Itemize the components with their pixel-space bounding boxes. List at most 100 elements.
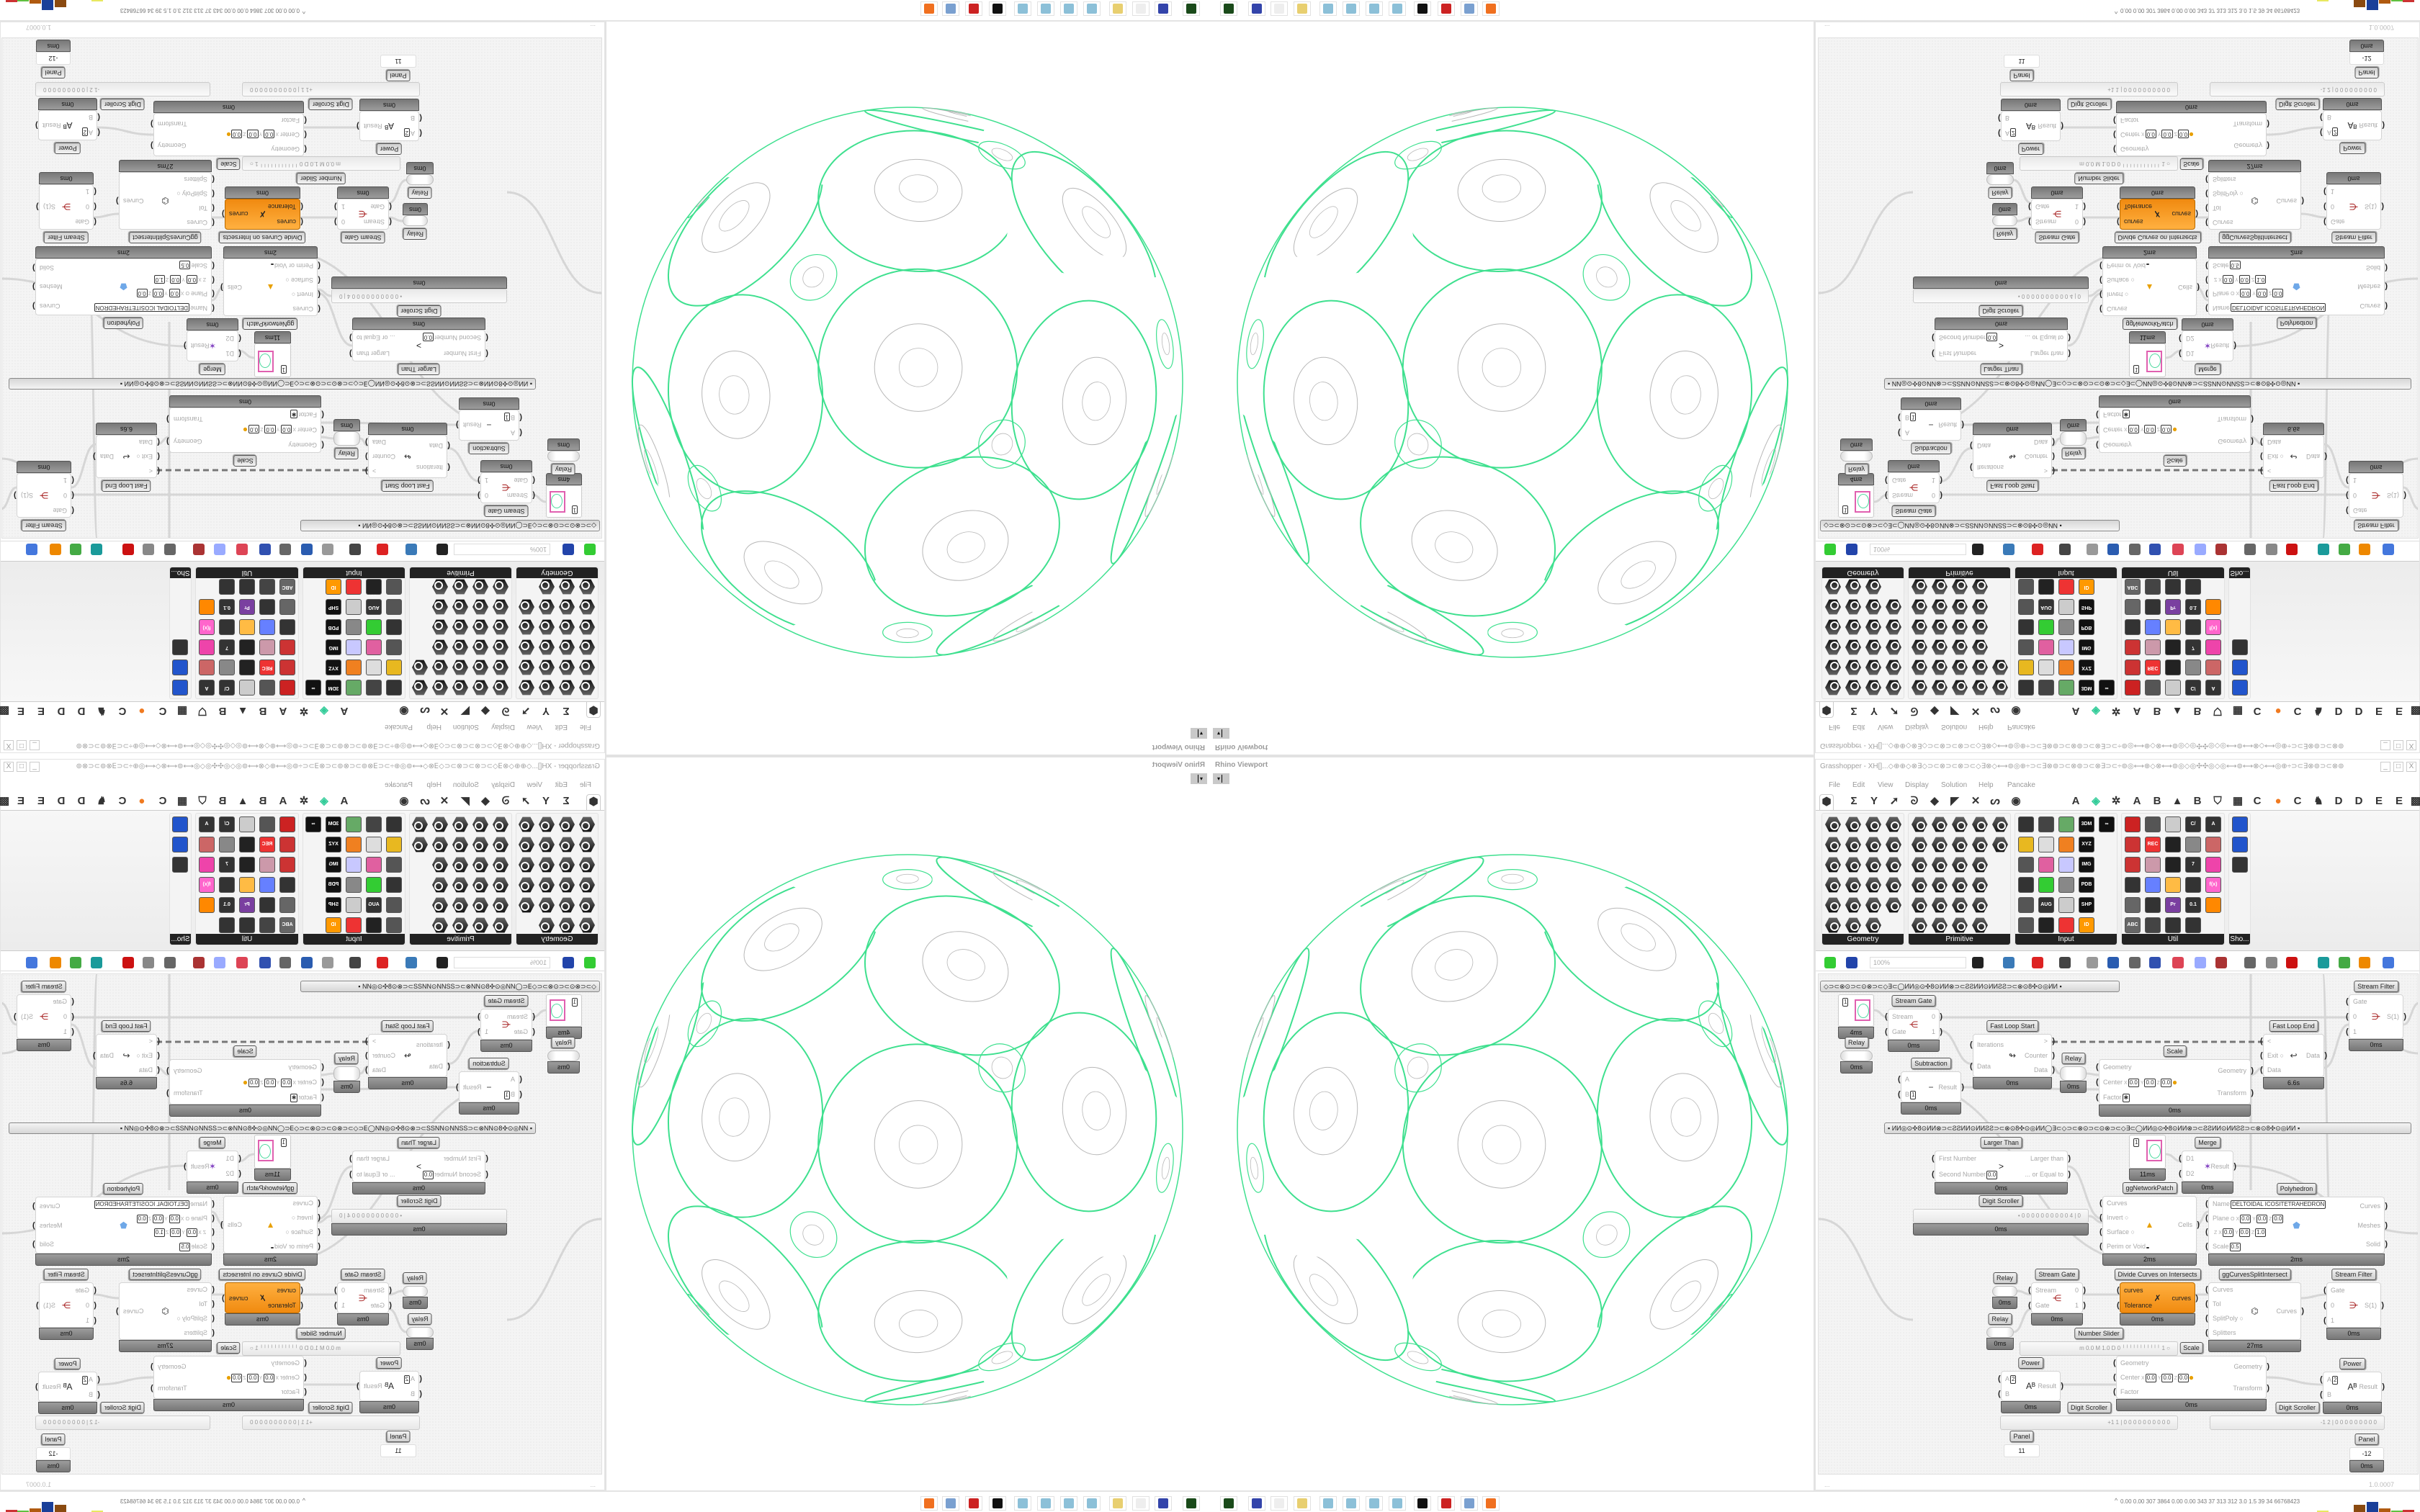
component-icon[interactable] [1972, 857, 1988, 873]
input-port[interactable]: ( [2320, 113, 2323, 122]
digit-scroller-label[interactable]: Digit Scroller [2275, 99, 2320, 110]
s-badge-icon[interactable] [2149, 957, 2161, 968]
more-tabs-tab[interactable]: ▩ [2408, 703, 2420, 718]
output-port[interactable]: ) [2068, 1154, 2071, 1163]
display-eye-tab[interactable]: ◉ [2009, 703, 2023, 718]
component-icon[interactable] [539, 639, 555, 655]
stream-gate-component[interactable]: (Stream(Gate) 0) 1 ⋲ [334, 199, 392, 230]
input-port[interactable]: ( [1898, 413, 1901, 422]
stream-filter-label[interactable]: Stream Filter [2354, 520, 2398, 531]
component-icon[interactable] [1912, 837, 1927, 852]
plugin-a2-tab[interactable]: A [2130, 794, 2144, 809]
grasshopper-canvas[interactable]: ◇⊃⊂⊗⊙⊃⊂⊙⊗⊃⊂◇∃⊂◯ИИ◎⊙✣8⊙ИИ⊗⊃⊂ƧƧИИ⊙ИИƧƧ⊃⊂⊗⊙… [1818, 973, 2419, 1475]
component-icon[interactable] [1912, 897, 1927, 913]
larger-than-label[interactable]: Larger Than [398, 1137, 440, 1148]
component-icon[interactable] [579, 917, 595, 933]
render-blue-icon[interactable] [26, 957, 37, 968]
panel-label[interactable]: Primitive [410, 934, 511, 945]
stream-filter-component[interactable]: (Gate(0(1) S(1) ⋺ [14, 994, 74, 1039]
digit-scroller-label[interactable]: Digit Scroller [1978, 305, 2023, 317]
input-port[interactable]: ( [300, 1285, 303, 1295]
component-icon[interactable] [1845, 897, 1861, 913]
input-value-field[interactable]: 0.0 [281, 425, 292, 434]
input-value-field[interactable] [2146, 264, 2150, 265]
fast-loop-start-label[interactable]: Fast Loop Start [382, 1020, 434, 1032]
plugin-a-tab[interactable]: A [337, 703, 351, 718]
taskbar-button[interactable] [1109, 1, 1126, 16]
relay-component[interactable] [333, 431, 360, 446]
component-icon[interactable] [1865, 877, 1881, 893]
divide-curves-on-intersects-label[interactable]: Divide Curves on Intersects [2114, 232, 2201, 243]
component-icon[interactable]: SHP [2079, 897, 2094, 913]
output-port[interactable]: ) [2267, 141, 2269, 150]
component-icon[interactable] [386, 837, 402, 852]
component-icon[interactable] [1865, 619, 1881, 635]
render-teal-icon[interactable] [91, 957, 102, 968]
component-icon[interactable] [386, 619, 402, 635]
sketch-pen-icon[interactable] [377, 544, 388, 555]
input-value-field[interactable]: 1.0 [2255, 1228, 2267, 1238]
component-icon[interactable] [579, 877, 595, 893]
fast-loop-end-label[interactable]: Fast Loop End [2269, 480, 2318, 492]
wire-display-icon[interactable] [2215, 544, 2227, 555]
component-icon[interactable] [2058, 599, 2074, 615]
zoom-level-field[interactable]: 100% [454, 544, 550, 555]
output-port[interactable]: ) [151, 120, 153, 128]
component-icon[interactable] [432, 837, 448, 852]
input-port[interactable]: ( [212, 1199, 215, 1208]
component-icon[interactable] [452, 619, 468, 635]
digit-scroller-slider[interactable]: -1 2 | 0 0 0 0 0 0 0 0 0 [35, 1416, 210, 1430]
component-icon[interactable] [493, 917, 508, 933]
output-port[interactable]: ) [365, 1037, 368, 1045]
input-port[interactable]: ( [2096, 410, 2099, 420]
component-icon[interactable] [2145, 639, 2161, 655]
component-icon[interactable] [1845, 816, 1861, 832]
component-icon[interactable] [1952, 579, 1968, 595]
rooster-tab[interactable]: ♞ [2311, 794, 2326, 809]
panel-component[interactable]: -12 [36, 52, 71, 65]
component-icon[interactable] [1825, 639, 1841, 655]
component-icon[interactable] [2165, 816, 2181, 832]
component-icon[interactable] [1972, 816, 1988, 832]
input-port[interactable]: ( [2346, 1012, 2349, 1021]
vector-tab[interactable]: ➚ [519, 794, 533, 809]
relay-component[interactable] [1992, 1286, 2017, 1297]
input-port[interactable]: ( [97, 113, 100, 122]
maximize-button[interactable]: □ [2393, 740, 2403, 750]
component-icon[interactable] [559, 816, 575, 832]
wire-display-icon[interactable] [193, 957, 205, 968]
output-port[interactable]: ) [2251, 414, 2254, 423]
component-icon[interactable] [559, 897, 575, 913]
save-file-icon[interactable] [563, 544, 574, 555]
output-port[interactable]: ) [151, 1362, 153, 1371]
component-icon[interactable]: ID [2079, 917, 2094, 933]
output-port[interactable]: ) [2267, 120, 2269, 128]
component-icon[interactable] [199, 857, 215, 873]
output-port[interactable]: ) [32, 301, 35, 310]
relay-label[interactable]: Relay [403, 228, 428, 240]
component-icon[interactable] [259, 897, 275, 913]
input-value-field[interactable]: 2 [81, 1375, 88, 1385]
input-port[interactable]: ( [2323, 217, 2326, 227]
taskbar-button[interactable] [1270, 1496, 1288, 1511]
component-icon[interactable] [2125, 816, 2141, 832]
relay-component[interactable] [403, 1286, 428, 1297]
preview-wire-icon[interactable] [2266, 957, 2277, 968]
component-icon[interactable] [1972, 680, 1988, 696]
output-port[interactable]: ) [365, 467, 368, 475]
component-icon[interactable] [2038, 877, 2054, 893]
component-icon[interactable]: ID [326, 579, 341, 595]
component-icon[interactable] [219, 877, 235, 893]
input-port[interactable]: ( [485, 333, 488, 342]
maths-sigma-tab[interactable]: Σ [1847, 794, 1861, 809]
output-port[interactable]: ) [2381, 1300, 2384, 1310]
input-port[interactable]: ( [212, 189, 215, 198]
s-badge-icon[interactable] [259, 544, 271, 555]
input-port[interactable]: ( [97, 128, 100, 138]
component-icon[interactable] [366, 816, 382, 832]
component-icon[interactable] [2018, 917, 2034, 933]
input-port[interactable]: ( [2205, 218, 2208, 227]
input-port[interactable]: ( [300, 217, 303, 227]
minimize-button[interactable]: _ [30, 762, 40, 772]
